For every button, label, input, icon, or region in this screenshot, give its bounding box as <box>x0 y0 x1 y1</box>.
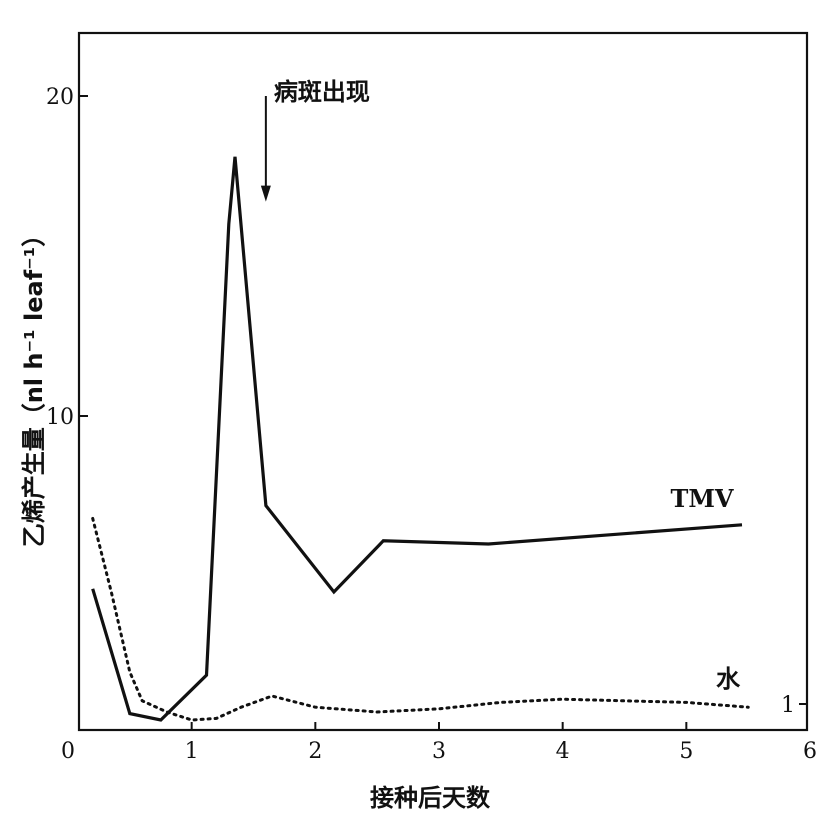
lesion-annotation: 病斑出现 <box>260 78 370 202</box>
x-axis-title-group: 接种后天数 <box>370 784 491 812</box>
y-tick-label: 20 <box>46 85 74 110</box>
y-axis-title: 乙烯产生量（nl h⁻¹ leaf⁻¹） <box>20 223 48 548</box>
x-tick-label: 4 <box>556 739 570 764</box>
x-tick-label: 1 <box>185 739 199 764</box>
x-tick-label: 5 <box>679 739 693 764</box>
y-axis-title-group: 乙烯产生量（nl h⁻¹ leaf⁻¹） <box>20 223 48 548</box>
y-axis-ticks: 10 20 <box>46 85 88 430</box>
plot-frame <box>77 31 809 732</box>
annotation-arrow-head <box>260 185 271 202</box>
x-tick-label: 0 <box>61 739 75 764</box>
right-axis-label: 1 <box>781 693 795 718</box>
series-label-water: 水 <box>716 664 741 693</box>
series-label-tmv: TMV <box>670 484 733 513</box>
x-axis-title: 接种后天数 <box>370 784 491 812</box>
x-axis-ticks: 0 1 2 3 4 5 6 <box>61 722 817 764</box>
annotation-text: 病斑出现 <box>274 78 370 106</box>
right-axis-marker: 1 <box>781 693 807 718</box>
x-tick-label: 2 <box>308 739 322 764</box>
series-line-tmv <box>91 156 743 722</box>
y-tick-label: 10 <box>46 405 74 430</box>
x-tick-label: 3 <box>432 739 446 764</box>
x-tick-label: 6 <box>803 739 817 764</box>
